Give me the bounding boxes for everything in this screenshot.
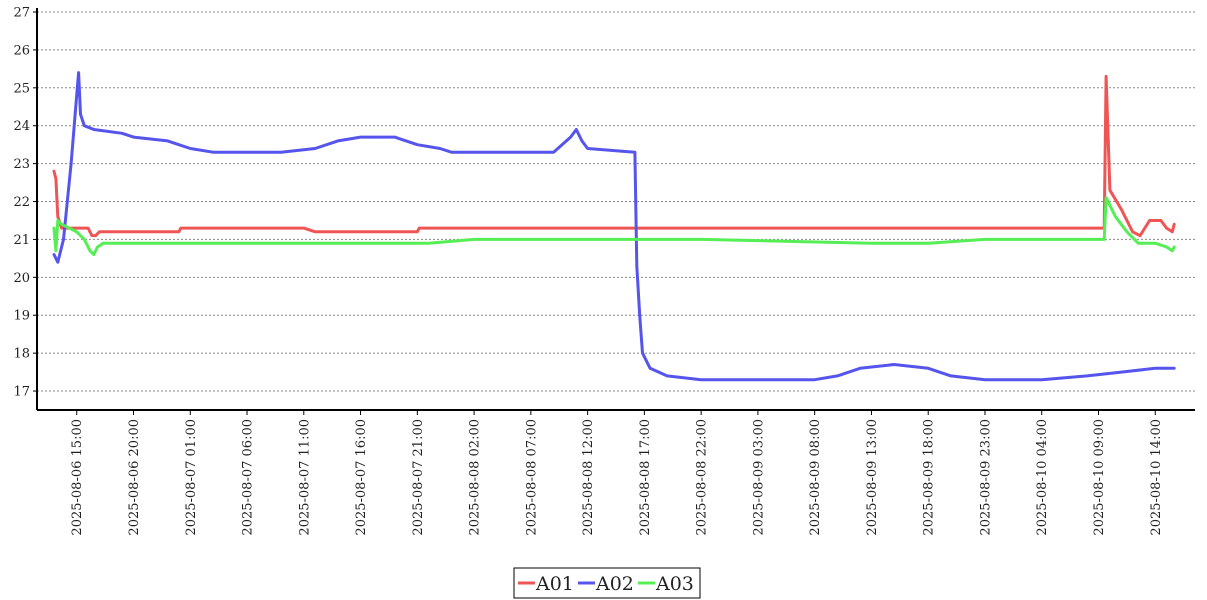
x-tick-label: 2025-08-08 17:00 xyxy=(638,419,653,536)
x-tick-label: 2025-08-08 07:00 xyxy=(524,419,539,536)
y-axis-ticks: 17 18 19 20 21 22 23 24 25 26 27 xyxy=(13,6,37,400)
grid-lines xyxy=(37,11,1195,392)
series-line-a01 xyxy=(52,74,1176,238)
legend: A01 A02 A03 xyxy=(513,567,701,599)
y-tick-label: 19 xyxy=(13,309,30,324)
y-tick-label: 27 xyxy=(13,6,30,21)
x-tick-label: 2025-08-08 02:00 xyxy=(468,419,483,536)
x-tick-label: 2025-08-10 09:00 xyxy=(1092,419,1107,536)
y-tick-label: 23 xyxy=(13,157,30,172)
x-tick-label: 2025-08-08 12:00 xyxy=(581,419,596,536)
x-tick-label: 2025-08-06 15:00 xyxy=(70,419,85,536)
legend-box xyxy=(513,567,701,599)
legend-label-a01: A01 xyxy=(535,573,574,595)
x-tick-label: 2025-08-06 20:00 xyxy=(127,419,142,536)
axes xyxy=(36,8,1195,411)
series-line-a02 xyxy=(52,71,1176,382)
series-lines xyxy=(52,71,1176,382)
x-tick-label: 2025-08-08 22:00 xyxy=(695,419,710,536)
x-tick-label: 2025-08-07 16:00 xyxy=(354,419,369,536)
y-tick-label: 18 xyxy=(13,347,30,362)
x-tick-label: 2025-08-09 13:00 xyxy=(865,419,880,536)
x-tick-label: 2025-08-09 08:00 xyxy=(808,419,823,536)
x-tick-label: 2025-08-09 23:00 xyxy=(978,419,993,536)
x-tick-label: 2025-08-07 06:00 xyxy=(241,419,256,536)
x-tick-label: 2025-08-07 01:00 xyxy=(184,419,199,536)
x-tick-label: 2025-08-07 11:00 xyxy=(297,419,312,536)
y-tick-label: 20 xyxy=(13,271,30,286)
x-tick-label: 2025-08-10 14:00 xyxy=(1149,419,1164,536)
y-tick-label: 21 xyxy=(13,233,30,248)
x-axis-ticks: 2025-08-06 15:00 2025-08-06 20:00 2025-08-… xyxy=(70,410,1164,536)
x-tick-label: 2025-08-07 21:00 xyxy=(411,419,426,536)
y-tick-label: 24 xyxy=(13,119,30,134)
series-line-a03 xyxy=(52,196,1176,257)
legend-label-a03: A03 xyxy=(655,573,694,595)
x-tick-label: 2025-08-09 18:00 xyxy=(922,419,937,536)
x-tick-label: 2025-08-10 04:00 xyxy=(1035,419,1050,536)
y-tick-label: 17 xyxy=(13,385,30,400)
x-tick-label: 2025-08-09 03:00 xyxy=(751,419,766,536)
legend-label-a02: A02 xyxy=(595,573,634,595)
y-tick-label: 25 xyxy=(13,81,30,96)
y-tick-label: 26 xyxy=(13,43,30,58)
y-tick-label: 22 xyxy=(13,195,30,210)
